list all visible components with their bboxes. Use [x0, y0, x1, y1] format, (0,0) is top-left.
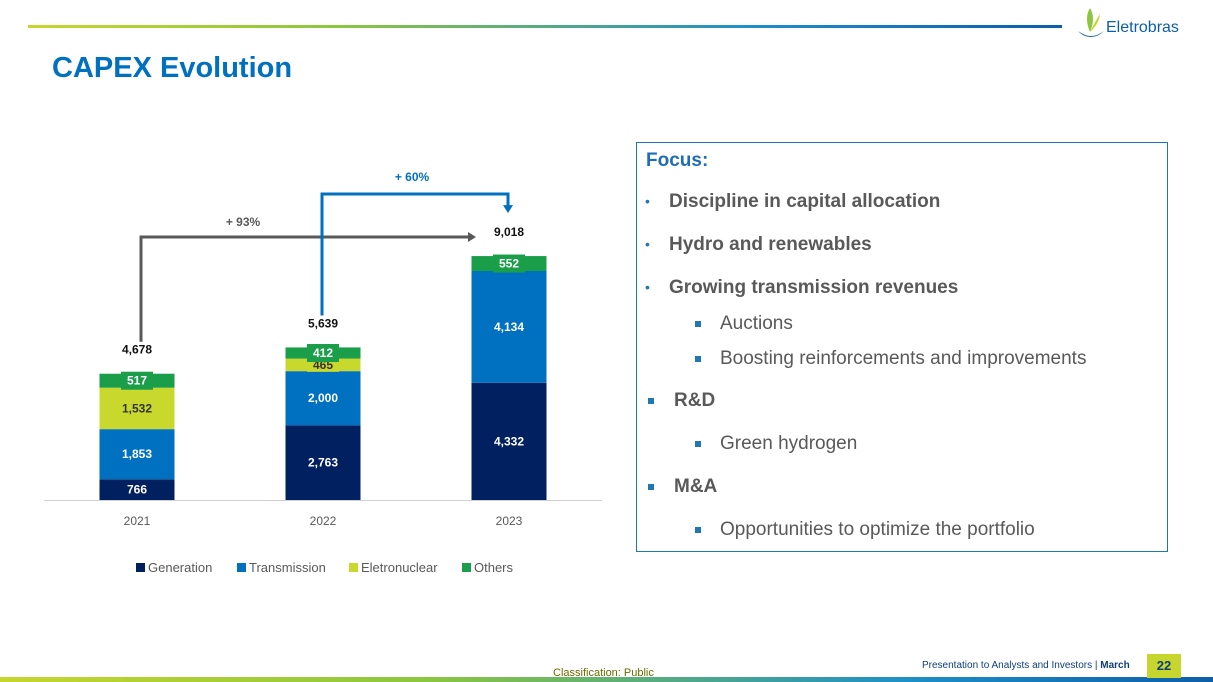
leaf-icon: [1078, 8, 1104, 37]
legend-label-transmission: Transmission: [249, 560, 326, 575]
focus-item: R&D: [674, 390, 716, 411]
legend-swatch-others: [462, 563, 471, 572]
focus-item: Auctions: [720, 313, 793, 334]
total-label-2021: 4,678: [122, 343, 152, 357]
data-label-generation-2021: 766: [127, 483, 147, 497]
tick-label-2023: 2023: [496, 514, 523, 528]
others-label-box-2021: [121, 371, 153, 390]
total-label-2023: 9,018: [494, 225, 524, 239]
data-label-generation-2023: 4,332: [494, 434, 524, 448]
footer-month: March: [1100, 660, 1130, 671]
legend-swatch-eletronuclear: [349, 563, 358, 572]
data-label-transmission-2022: 2,000: [308, 391, 338, 405]
bar-eletronuclear-2021: [99, 387, 175, 430]
footer-presentation: Presentation to Analysts and Investors |…: [922, 660, 1130, 671]
data-label-eletronuclear-2021: 1,532: [122, 401, 152, 415]
arrow-93-line: [139, 235, 468, 342]
legend-swatch-generation: [136, 563, 145, 572]
footer-presentation-text: Presentation to Analysts and Investors |: [922, 660, 1101, 671]
legend-label-others: Others: [474, 560, 514, 575]
tick-label-2021: 2021: [124, 514, 151, 528]
data-label-transmission-2021: 1,853: [122, 447, 152, 461]
bar-transmission-2022: [285, 371, 361, 426]
square-bullet-icon: [695, 321, 701, 327]
tick-label-2022: 2022: [310, 514, 337, 528]
focus-title: Focus:: [646, 150, 709, 171]
focus-item: Opportunities to optimize the portfolio: [720, 519, 1035, 540]
data-label-others-2021: 517: [127, 374, 147, 388]
others-label-box-2023: [493, 254, 525, 273]
square-bullet-icon: [695, 356, 701, 362]
data-label-others-2023: 552: [499, 257, 519, 271]
bar-generation-2023: [471, 382, 547, 500]
focus-item: Boosting reinforcements and improvements: [720, 348, 1087, 369]
square-bullet-icon: [695, 441, 701, 447]
focus-item: Hydro and renewables: [669, 234, 872, 255]
bullet-icon: •: [645, 279, 650, 295]
page-number: 22: [1147, 654, 1181, 678]
data-label-others-2022: 412: [313, 346, 333, 360]
total-label-2022: 5,639: [308, 316, 338, 330]
bar-generation-2021: [99, 479, 175, 500]
footer-rule: [0, 677, 1213, 682]
legend-swatch-transmission: [237, 563, 246, 572]
focus-item: Green hydrogen: [720, 433, 858, 454]
others-label-box-2022: [307, 344, 339, 363]
focus-item: Growing transmission revenues: [669, 277, 959, 298]
arrow-60-line: [320, 192, 510, 316]
legend-label-generation: Generation: [148, 560, 212, 575]
focus-box: Focus: • Discipline in capital allocation…: [636, 142, 1168, 552]
eletrobras-logo: Eletrobras: [1074, 6, 1194, 42]
classification-label: Classification: Public: [553, 667, 654, 679]
bullet-icon: •: [645, 193, 650, 209]
arrow-93-head: [468, 232, 476, 242]
capex-chart: 7661,8531,5325174,67820212,7632,00046541…: [44, 170, 602, 575]
square-bullet-icon: [648, 398, 654, 404]
bar-transmission-2023: [471, 270, 547, 383]
bar-generation-2022: [285, 425, 361, 500]
bullet-icon: •: [645, 236, 650, 252]
legend-label-eletronuclear: Eletronuclear: [361, 560, 438, 575]
annotation-93: + 93%: [226, 215, 261, 229]
header-rule: [28, 25, 1062, 28]
square-bullet-icon: [695, 527, 701, 533]
annotation-60: + 60%: [395, 170, 430, 184]
logo-text: Eletrobras: [1106, 19, 1179, 36]
page-title: CAPEX Evolution: [52, 52, 293, 84]
data-label-transmission-2023: 4,134: [494, 320, 524, 334]
focus-item: Discipline in capital allocation: [669, 191, 941, 212]
focus-item: M&A: [674, 476, 718, 497]
arrow-60-head: [503, 205, 513, 214]
data-label-generation-2022: 2,763: [308, 456, 338, 470]
square-bullet-icon: [648, 484, 654, 490]
bar-transmission-2021: [99, 429, 175, 480]
